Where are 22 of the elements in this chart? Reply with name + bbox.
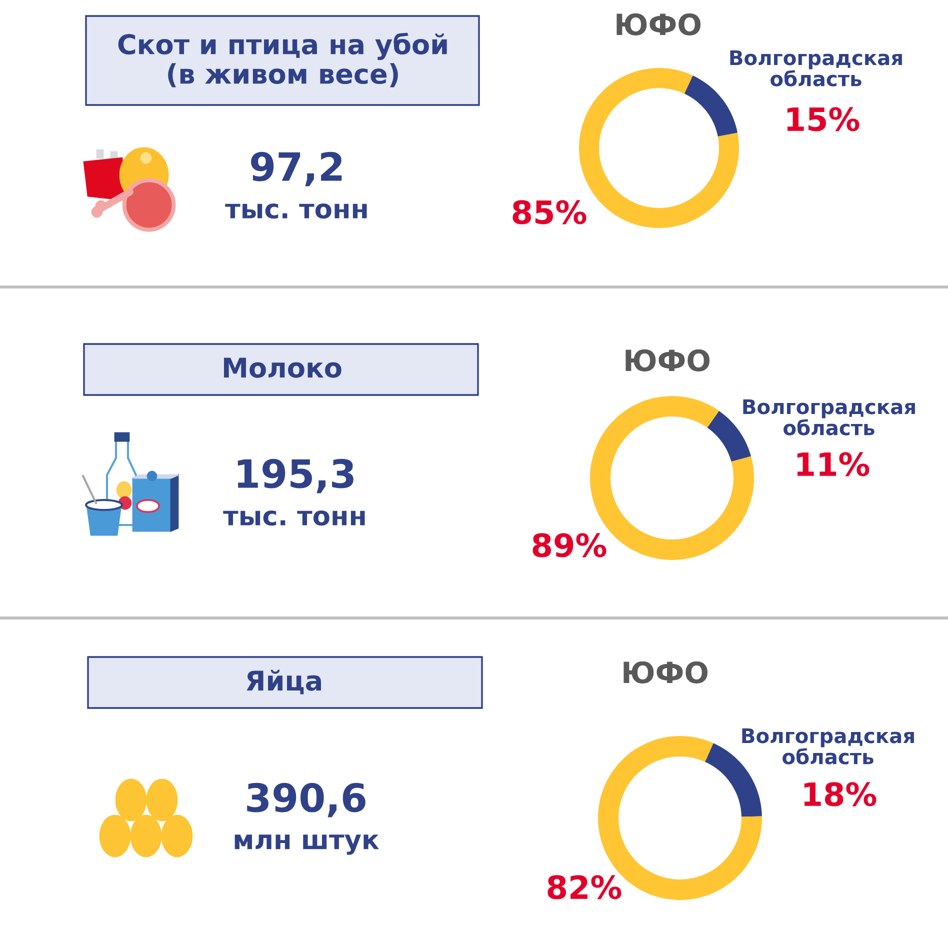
- chart-title: ЮФО: [624, 661, 708, 684]
- data-label: 82%: [548, 875, 622, 900]
- donut-slice: [684, 75, 738, 137]
- data-label: 15%: [787, 107, 860, 132]
- text: тыс. тонн: [223, 510, 365, 526]
- chart-title: ЮФО: [626, 349, 710, 372]
- data-label: 85%: [512, 200, 586, 224]
- text: 390,6: [247, 782, 366, 818]
- chart-title: ЮФО: [616, 13, 701, 36]
- text: 97,2: [251, 152, 342, 186]
- data-label: 89%: [532, 533, 606, 558]
- data-label: 18%: [804, 782, 876, 806]
- text: тыс. тонн: [225, 204, 367, 219]
- slice-label: Волгоградская область: [742, 728, 914, 764]
- slice-label: Волгоградская область: [730, 50, 902, 86]
- text: 195,3: [238, 458, 354, 494]
- slice-label: Волгоградская область: [743, 399, 915, 436]
- text: млн штук: [234, 834, 379, 855]
- text: Яйца: [246, 670, 321, 694]
- text: Молоко: [224, 358, 342, 378]
- data-label: 11%: [797, 452, 870, 476]
- text: Скот и птица на убой (в живом весе): [118, 32, 447, 88]
